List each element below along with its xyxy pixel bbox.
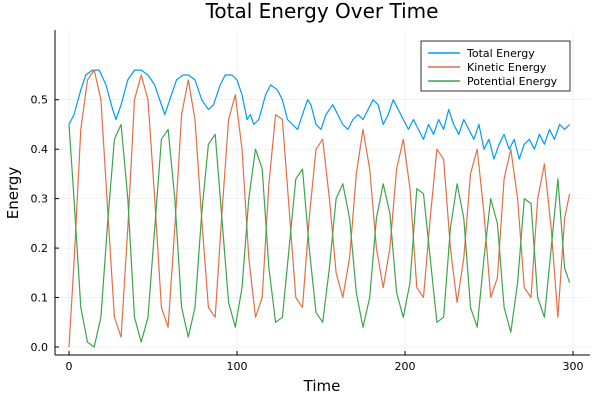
x-tick-label: 100 xyxy=(227,360,248,373)
series-line-2 xyxy=(68,123,571,348)
x-tick-label: 200 xyxy=(395,360,416,373)
y-tick-label: 0.3 xyxy=(31,193,49,206)
legend-label-2: Potential Energy xyxy=(467,75,558,88)
x-tick-label: 300 xyxy=(563,360,584,373)
series-line-1 xyxy=(68,69,571,348)
y-tick-label: 0.4 xyxy=(31,143,49,156)
x-axis-label: Time xyxy=(303,377,341,395)
ticks: 0 100 200 300 0.0 0.1 0.2 0.3 0.4 0.5 xyxy=(31,94,584,373)
legend-label-0: Total Energy xyxy=(466,47,535,60)
legend-box xyxy=(420,40,571,92)
legend-label-1: Kinetic Energy xyxy=(467,61,547,74)
y-tick-label: 0.1 xyxy=(31,292,49,305)
grid xyxy=(55,30,590,355)
y-tick-label: 0.0 xyxy=(31,341,49,354)
x-tick-label: 0 xyxy=(66,360,73,373)
axes xyxy=(54,30,590,356)
chart-title: Total Energy Over Time xyxy=(205,0,439,23)
series-lines xyxy=(68,69,571,348)
y-axis-label: Energy xyxy=(4,167,22,220)
series-line-0 xyxy=(68,69,571,160)
y-tick-label: 0.5 xyxy=(31,94,49,107)
y-tick-label: 0.2 xyxy=(31,242,49,255)
